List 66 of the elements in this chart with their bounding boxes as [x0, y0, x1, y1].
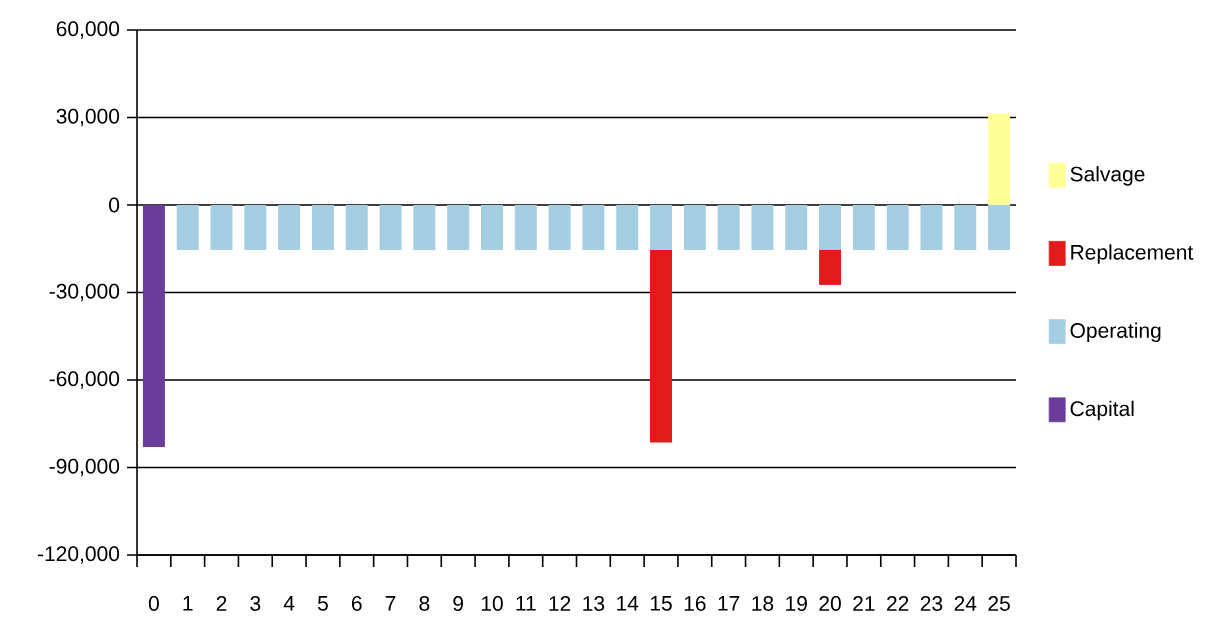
x-tick-label: 0 [148, 596, 159, 611]
legend-label: Capital [1070, 400, 1134, 421]
x-tick-label: 4 [283, 596, 295, 611]
x-tick-label: 1 [183, 596, 193, 611]
x-tick-label: 12 [549, 596, 571, 611]
x-tick-label: 24 [954, 596, 977, 611]
x-tick-label: 21 [853, 596, 875, 611]
bar [650, 204, 673, 250]
bar [650, 249, 673, 443]
bar [447, 204, 470, 250]
x-tick-label: 22 [887, 596, 909, 611]
x-tick-label: 5 [317, 596, 328, 611]
x-tick-label: 3 [250, 596, 261, 611]
x-tick-label: 13 [583, 596, 605, 611]
bar [785, 204, 808, 250]
x-tick-label: 10 [481, 596, 503, 611]
y-tick-label: -120,000 [37, 546, 120, 564]
x-tick-label: 8 [419, 596, 430, 611]
y-tick-label: -90,000 [49, 458, 120, 477]
x-tick-label: 20 [819, 596, 841, 611]
y-tick-label: 0 [109, 197, 120, 213]
bar [481, 204, 503, 250]
legend-label: Replacement [1071, 244, 1194, 264]
bar [988, 113, 1011, 205]
bar [345, 204, 368, 250]
bar [142, 204, 165, 448]
x-tick-label: 11 [516, 596, 536, 611]
x-tick-label: 2 [216, 596, 227, 611]
x-tick-label: 23 [920, 596, 943, 611]
y-tick-label: 60,000 [56, 21, 120, 39]
bar [379, 204, 402, 250]
bar [582, 204, 605, 250]
bar [819, 249, 842, 285]
bar [413, 204, 436, 250]
bar [548, 204, 571, 250]
x-tick-label: 17 [718, 596, 740, 611]
bar [886, 204, 909, 250]
bar [683, 204, 706, 250]
bar [278, 204, 301, 250]
x-tick-label: 6 [351, 596, 362, 611]
legend-label: Operating [1070, 322, 1161, 343]
x-tick-label: 15 [650, 596, 672, 611]
bar [616, 204, 639, 250]
y-tick-label: -30,000 [49, 283, 120, 302]
bar [954, 204, 977, 250]
x-tick-label: 19 [786, 596, 807, 611]
bar [514, 204, 537, 250]
bar [311, 204, 334, 250]
x-tick-label: 25 [988, 596, 1010, 611]
x-tick-label: 16 [684, 596, 706, 611]
bar [244, 204, 267, 250]
x-tick-label: 9 [453, 596, 464, 611]
bar [988, 204, 1011, 250]
legend-label: Salvage [1070, 166, 1145, 186]
bar [176, 204, 199, 250]
x-tick-label: 7 [385, 596, 396, 611]
y-tick-label: -60,000 [49, 371, 120, 389]
x-tick-label: 18 [752, 596, 774, 611]
bar [819, 204, 842, 250]
bar [852, 204, 875, 250]
bar [751, 204, 774, 250]
bar [717, 204, 740, 250]
bar [210, 204, 233, 250]
y-tick-label: 30,000 [56, 108, 120, 127]
x-tick-label: 14 [617, 596, 639, 611]
bar [920, 204, 943, 250]
